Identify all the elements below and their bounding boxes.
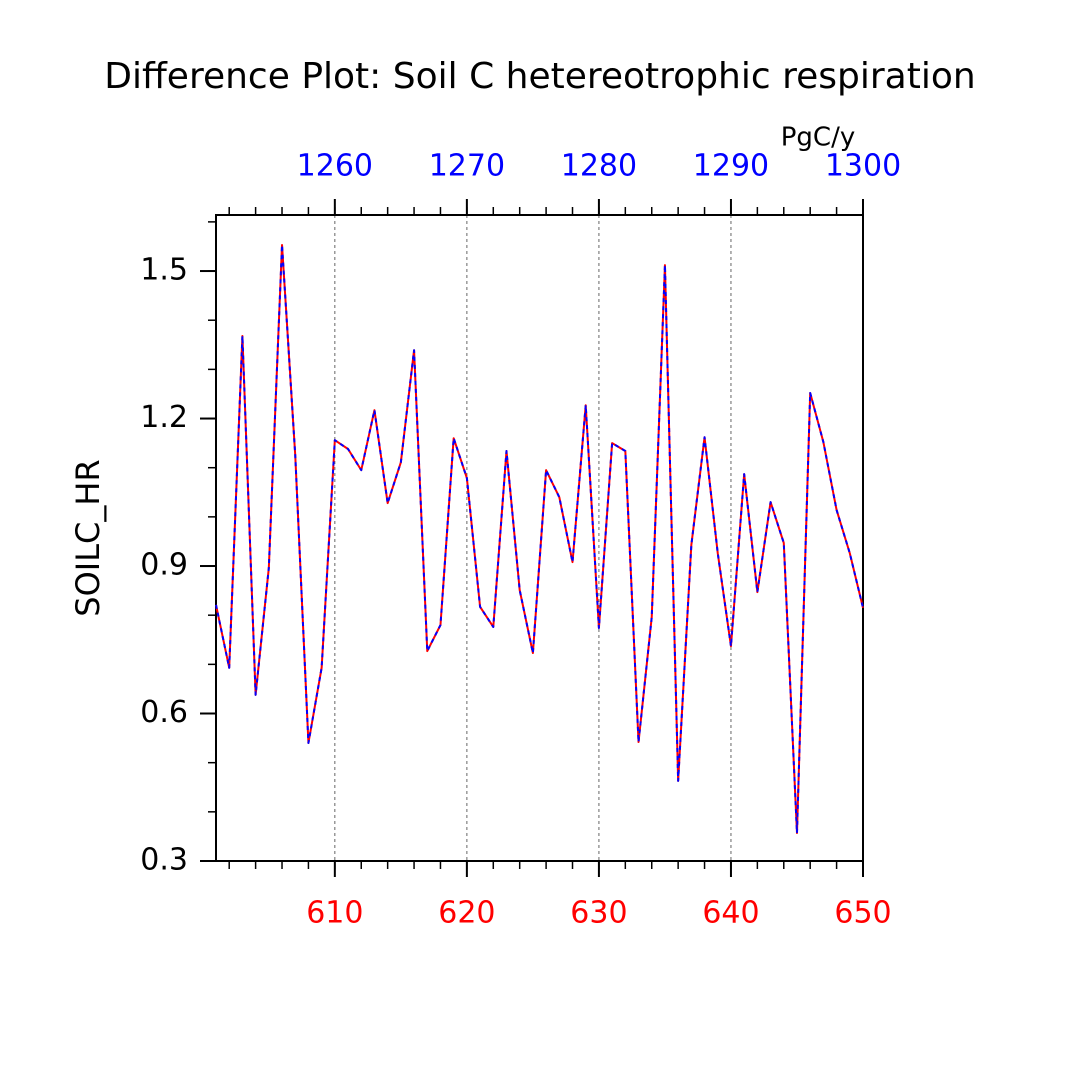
x-tick-label: 650: [834, 896, 891, 931]
chart-title: Difference Plot: Soil C hetereotrophic r…: [104, 56, 975, 97]
x2-tick-label: 1260: [297, 149, 373, 184]
x-tick-label: 640: [702, 896, 759, 931]
x2-tick-label: 1300: [825, 149, 901, 184]
x-tick-label: 610: [306, 896, 363, 931]
x2-tick-label: 1290: [693, 149, 769, 184]
y-axis-label: SOILC_HR: [69, 459, 107, 616]
units-label: PgC/y: [781, 123, 855, 153]
x2-tick-label: 1280: [561, 149, 637, 184]
x-tick-label: 620: [438, 896, 495, 931]
y-tick-label: 1.5: [140, 253, 188, 288]
y-tick-label: 0.3: [140, 843, 188, 878]
data-line: [215, 243, 864, 834]
data-line: [215, 243, 864, 834]
x-tick-label: 630: [570, 896, 627, 931]
y-tick-label: 0.9: [140, 548, 188, 583]
y-tick-label: 0.6: [140, 695, 188, 730]
plot-frame: [215, 214, 864, 862]
y-tick-label: 1.2: [140, 400, 188, 435]
x2-tick-label: 1270: [429, 149, 505, 184]
